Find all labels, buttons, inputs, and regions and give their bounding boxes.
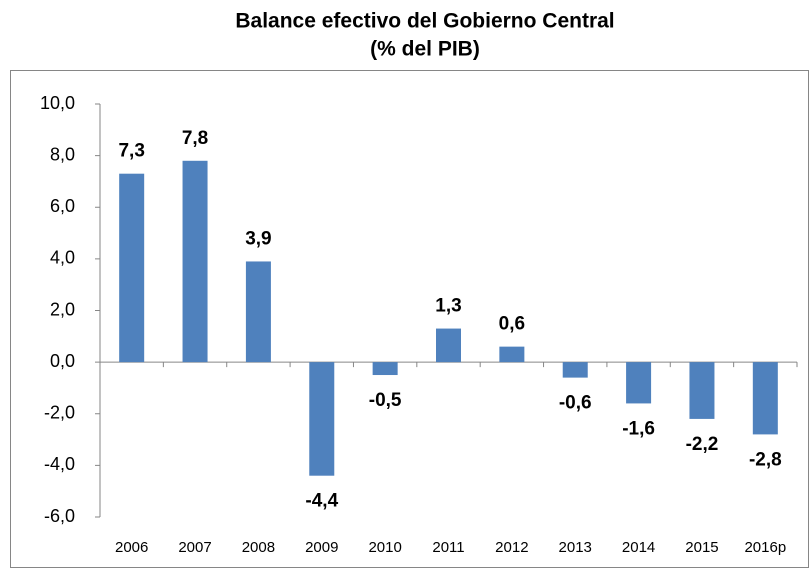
bar [436,328,461,363]
value-label: -2,8 [749,449,782,470]
value-label: -0,5 [369,390,402,411]
y-tick-label: 4,0 [50,248,75,268]
x-tick-label: 2016p [744,539,786,556]
bar [626,362,652,404]
bar [689,362,715,419]
value-label: -4,4 [305,491,338,512]
y-tick-label: -2,0 [44,403,75,423]
x-tick-label: 2010 [368,539,401,556]
value-label: -0,6 [559,393,592,414]
y-tick-label: 6,0 [50,196,75,216]
x-tick-label: 2015 [685,539,718,556]
chart-border [10,70,809,568]
bar [119,173,145,363]
y-tick-label: -6,0 [44,506,75,526]
y-tick-label: 0,0 [50,351,75,371]
bar [182,160,208,363]
chart-title: Balance efectivo del Gobierno Central [235,10,614,33]
x-tick-label: 2007 [178,539,211,556]
bar [245,261,271,363]
bar [562,362,588,378]
bar [309,362,335,476]
x-tick-label: 2006 [115,539,148,556]
value-label: 7,3 [118,141,144,162]
value-label: 1,3 [435,296,461,317]
bar [499,346,525,363]
bar [752,362,778,435]
value-label: 7,8 [182,128,208,149]
x-tick-label: 2014 [622,539,655,556]
x-tick-label: 2012 [495,539,528,556]
bar [372,362,398,376]
x-tick-label: 2008 [242,539,275,556]
x-tick-label: 2009 [305,539,338,556]
y-tick-label: -4,0 [44,454,75,474]
y-tick-label: 8,0 [50,144,75,164]
x-tick-label: 2011 [432,539,464,556]
value-label: 3,9 [245,228,271,249]
y-tick-label: 10,0 [40,93,75,113]
value-label: -1,6 [622,418,655,439]
value-label: -2,2 [686,434,719,455]
x-tick-label: 2013 [559,539,592,556]
value-label: 0,6 [499,314,525,335]
chart-subtitle: (% del PIB) [370,38,480,61]
y-tick-label: 2,0 [50,299,75,319]
